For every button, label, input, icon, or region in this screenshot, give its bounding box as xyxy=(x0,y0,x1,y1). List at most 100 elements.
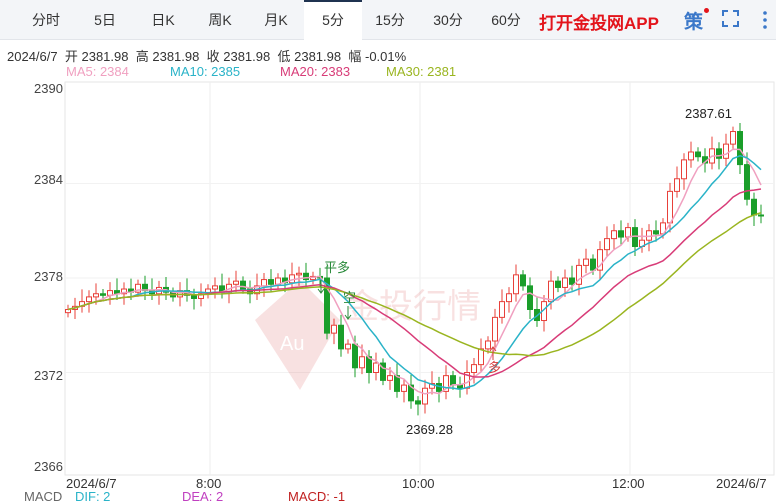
macd-label: MACD xyxy=(24,489,63,504)
signal-long: 多 xyxy=(488,360,501,375)
period-tabs: 分时 5日 日K 周K 月K 5分 15分 30分 60分 xyxy=(0,0,776,40)
candle-body xyxy=(324,277,330,334)
tab-daily-k[interactable]: 日K xyxy=(151,11,175,28)
candle-body xyxy=(121,288,127,295)
signal-short: 空 xyxy=(343,290,356,305)
candle-body xyxy=(345,343,351,350)
notification-dot xyxy=(704,8,709,13)
open-app-link[interactable]: 打开金投网APP xyxy=(539,14,659,33)
candle-body xyxy=(646,230,652,241)
tab-60min[interactable]: 60分 xyxy=(491,11,521,28)
candle-body xyxy=(667,190,673,224)
candle-body xyxy=(576,264,582,285)
candle-body xyxy=(373,362,379,373)
candle-body xyxy=(737,131,743,166)
candle-body xyxy=(303,272,309,281)
x-tick: 10:00 xyxy=(402,476,435,491)
open-value: 2381.98 xyxy=(81,49,129,64)
macd-value: MACD: -1 xyxy=(288,489,346,504)
open-label: 开 xyxy=(64,49,78,64)
candle-body xyxy=(93,293,99,298)
x-tick: 8:00 xyxy=(196,476,222,491)
candle-body xyxy=(408,384,414,402)
signal-close-long: 平多 xyxy=(324,260,350,275)
candle-body xyxy=(604,238,610,251)
candle-body xyxy=(618,230,624,238)
candle-body xyxy=(688,151,694,161)
low-annotation: 2369.28 xyxy=(406,422,453,437)
high-annotation: 2387.61 xyxy=(685,106,732,121)
signal-arrows-down xyxy=(317,280,352,320)
candle-body xyxy=(583,258,589,266)
candle-body xyxy=(611,230,617,240)
candle-body xyxy=(296,272,302,276)
candle-body xyxy=(387,375,393,381)
tab-weekly-k[interactable]: 周K xyxy=(208,11,232,28)
candle-body xyxy=(478,348,484,366)
ma30-legend: MA30: 2381 xyxy=(386,64,457,79)
y-tick: 2390 xyxy=(34,81,63,96)
candle-body xyxy=(289,274,295,284)
fullscreen-icon[interactable] xyxy=(722,10,739,27)
candle-body xyxy=(261,279,267,287)
candle-body xyxy=(632,227,638,248)
candle-body xyxy=(457,384,463,389)
more-vertical-icon[interactable] xyxy=(763,10,767,30)
tab-30min[interactable]: 30分 xyxy=(433,11,463,28)
candle-body xyxy=(569,277,575,285)
candle-body xyxy=(674,178,680,192)
y-tick: 2372 xyxy=(34,368,63,383)
ma20-line xyxy=(67,188,762,378)
candle-body xyxy=(513,274,519,295)
candle-body xyxy=(471,364,477,373)
candle-body xyxy=(520,274,526,287)
tab-5min[interactable]: 5分 xyxy=(304,0,362,40)
candle-body xyxy=(730,131,736,145)
candle-body xyxy=(212,285,218,290)
candle-body xyxy=(191,294,197,299)
tab-5day[interactable]: 5日 xyxy=(94,11,116,28)
amp-label: 幅 xyxy=(348,49,362,64)
candle-body xyxy=(65,309,71,314)
candle-body xyxy=(681,159,687,180)
ma5-line xyxy=(67,148,762,395)
candle-body xyxy=(695,151,701,158)
ma10-line xyxy=(67,155,762,391)
candle-body xyxy=(422,387,428,405)
candle-body xyxy=(198,293,204,299)
candle-body xyxy=(240,280,246,290)
candle-body xyxy=(506,293,512,303)
ma20-legend: MA20: 2383 xyxy=(280,64,351,79)
tab-intraday[interactable]: 分时 xyxy=(32,11,60,28)
y-tick: 2366 xyxy=(34,459,63,474)
candle-body xyxy=(443,375,449,392)
candle-body xyxy=(758,214,764,217)
ma30-line xyxy=(67,211,762,357)
y-tick: 2378 xyxy=(34,269,63,284)
watermark-text: 金投行情 xyxy=(345,287,481,327)
candle-body xyxy=(380,362,386,381)
candle-body xyxy=(723,143,729,159)
candle-body xyxy=(485,340,491,350)
amp-value: -0.01% xyxy=(364,49,407,64)
low-label: 低 xyxy=(277,49,291,64)
candle-body xyxy=(233,280,239,285)
tab-monthly-k[interactable]: 月K xyxy=(264,11,288,28)
macd-dif: DIF: 2 xyxy=(75,489,111,504)
close-label: 收 xyxy=(206,49,220,64)
candle-body xyxy=(499,301,505,318)
candle-body xyxy=(562,277,568,288)
candle-body xyxy=(590,258,596,271)
high-label: 高 xyxy=(135,49,149,64)
candle-body xyxy=(492,316,498,342)
low-value: 2381.98 xyxy=(294,49,342,64)
candle-body xyxy=(100,293,106,296)
candle-body xyxy=(527,285,533,310)
ma5-legend: MA5: 2384 xyxy=(66,64,129,79)
candle-body xyxy=(548,280,554,303)
candle-body xyxy=(331,324,337,334)
strategy-icon[interactable]: 策 xyxy=(684,12,704,33)
tab-15min[interactable]: 15分 xyxy=(375,11,405,28)
candle-body xyxy=(401,384,407,392)
